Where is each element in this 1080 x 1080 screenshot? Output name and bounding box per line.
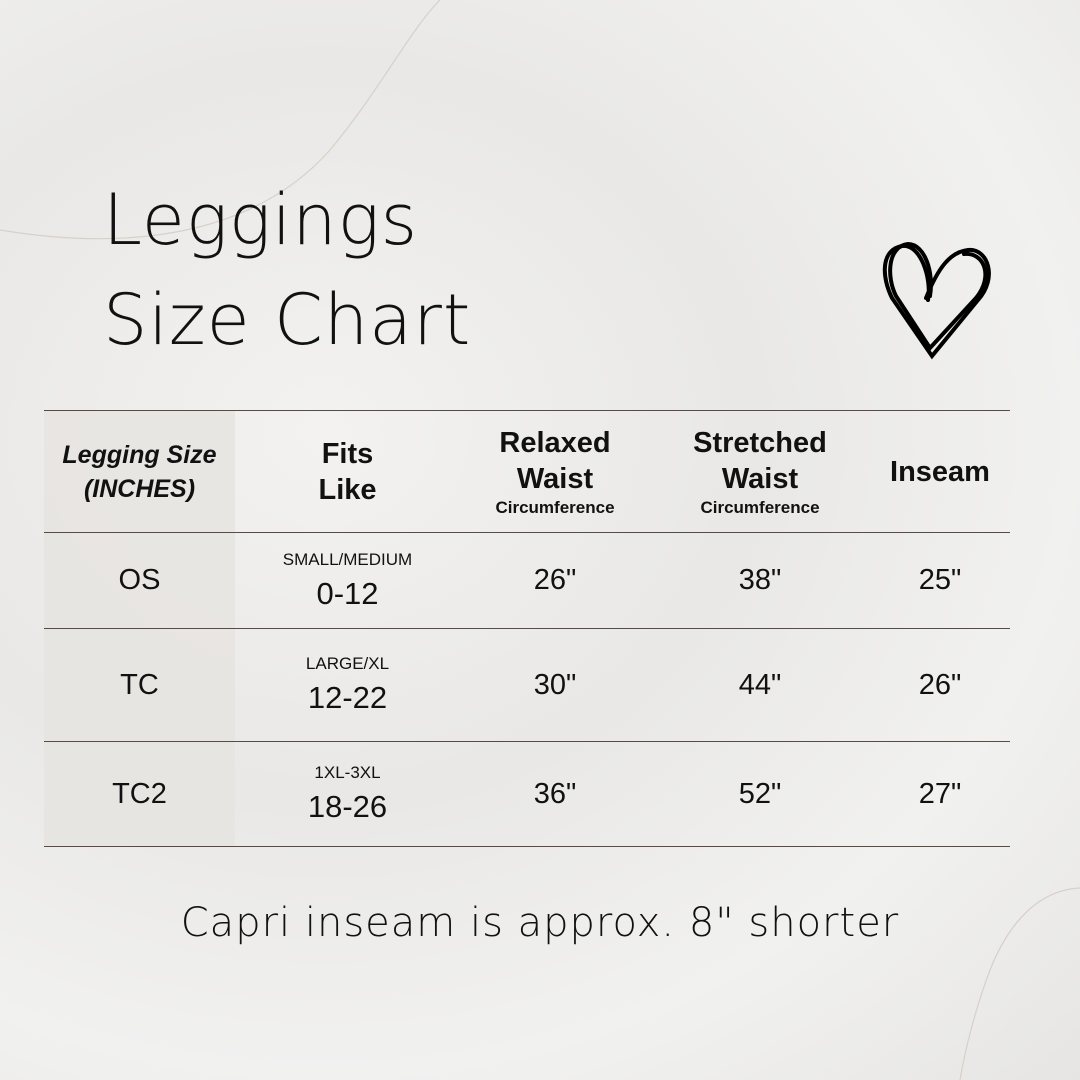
stretched-value: 44" [738,668,782,701]
table-body: OS SMALL/MEDIUM 0-12 26" 38" 25" TC LARGE/… [44,533,1010,847]
header-text: Inseam [890,455,990,488]
fits-label: SMALL/MEDIUM [282,549,413,569]
fits-range: 0-12 [316,575,379,611]
header-text: Relaxed [499,426,611,459]
header-legging-size: Legging Size (INCHES) [44,411,235,532]
header-subtext: Circumference [700,497,820,517]
inseam-cell: 25" [870,533,1010,628]
header-text: Stretched [693,426,827,459]
header-text: Waist [721,462,799,495]
size-value: OS [118,564,161,596]
fits-like-cell: 1XL-3XL 18-26 [235,742,460,846]
fits-like-cell: LARGE/XL 12-22 [235,629,460,741]
stretched-waist-cell: 44" [650,629,870,741]
inseam-value: 25" [918,564,962,596]
inseam-cell: 27" [870,742,1010,846]
table-row: TC2 1XL-3XL 18-26 36" 52" 27" [44,742,1010,847]
stretched-waist-cell: 38" [650,533,870,628]
size-cell: TC [44,629,235,741]
header-inseam: Inseam [870,411,1010,532]
size-value: TC2 [112,777,167,810]
relaxed-waist-cell: 36" [460,742,650,846]
header-text: Legging Size [62,440,217,469]
stretched-waist-cell: 52" [650,742,870,846]
header-text: (INCHES) [83,474,196,503]
relaxed-value: 26" [533,564,577,596]
fits-label: LARGE/XL [305,654,390,673]
relaxed-waist-cell: 26" [460,533,650,628]
title-line: Size Chart [103,279,472,361]
size-cell: TC2 [44,742,235,846]
relaxed-value: 36" [533,777,577,810]
size-chart-table: Legging Size (INCHES) Fits Like Relaxed … [44,410,1010,847]
title-line: Leggings [103,179,419,261]
size-value: TC [120,668,159,701]
relaxed-waist-cell: 30" [460,629,650,741]
header-subtext: Circumference [495,497,615,517]
decorative-arc [959,887,1080,1080]
page-title: Leggings Size Chart [103,170,471,370]
header-fits-like: Fits Like [235,411,460,532]
header-text: Fits [321,437,374,470]
header-relaxed-waist: Relaxed Waist Circumference [460,411,650,532]
capri-note: Capri inseam is approx. 8" shorter [180,900,900,946]
header-text: Waist [516,462,594,495]
table-header-row: Legging Size (INCHES) Fits Like Relaxed … [44,410,1010,533]
table-row: OS SMALL/MEDIUM 0-12 26" 38" 25" [44,533,1010,629]
inseam-cell: 26" [870,629,1010,741]
size-cell: OS [44,533,235,628]
header-stretched-waist: Stretched Waist Circumference [650,411,870,532]
inseam-value: 27" [918,777,962,810]
relaxed-value: 30" [533,668,577,701]
fits-label: 1XL-3XL [314,763,381,782]
fits-range: 12-22 [307,680,388,715]
fits-range: 18-26 [307,789,388,824]
stretched-value: 38" [738,564,782,596]
heart-outline-icon [882,241,991,360]
stretched-value: 52" [738,777,782,810]
decorative-arc [0,0,441,240]
inseam-value: 26" [918,668,962,701]
fits-like-cell: SMALL/MEDIUM 0-12 [235,533,460,628]
table-row: TC LARGE/XL 12-22 30" 44" 26" [44,629,1010,742]
header-text: Like [318,473,377,506]
